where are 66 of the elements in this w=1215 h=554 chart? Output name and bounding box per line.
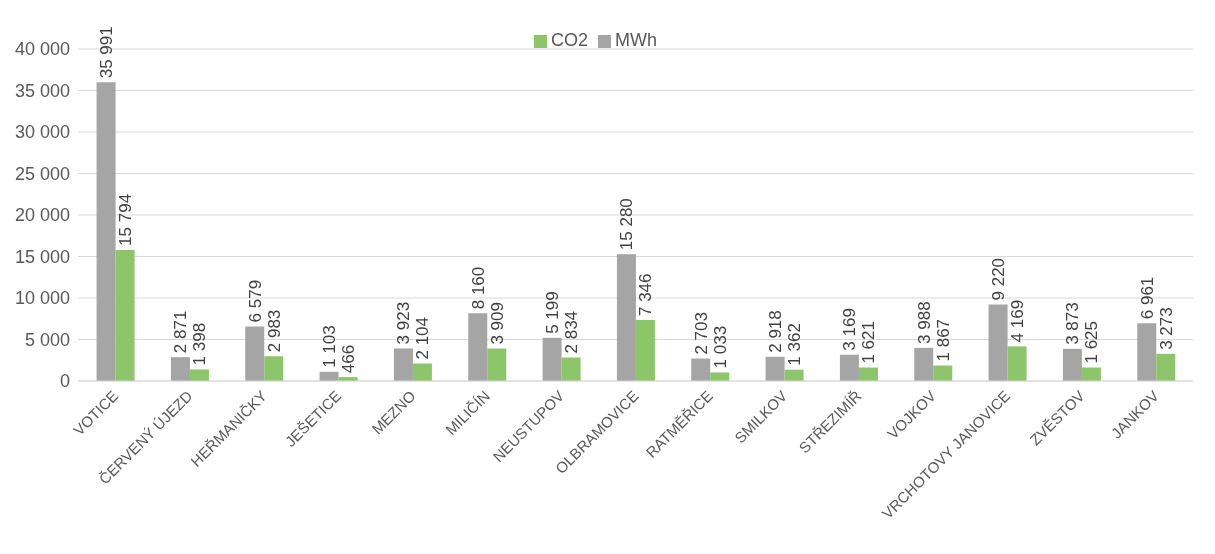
data-label: 3 923 bbox=[394, 301, 414, 345]
data-label: 9 220 bbox=[989, 257, 1009, 301]
data-label: 2 983 bbox=[264, 309, 284, 353]
bar bbox=[710, 372, 730, 381]
y-tick-label: 35 000 bbox=[14, 80, 70, 101]
legend-label: MWh bbox=[615, 30, 657, 50]
data-label: 5 199 bbox=[543, 291, 563, 334]
data-label: 15 280 bbox=[617, 198, 637, 251]
bar bbox=[487, 348, 507, 381]
bar bbox=[691, 358, 711, 381]
bar bbox=[96, 82, 116, 381]
bar bbox=[468, 313, 488, 381]
bar bbox=[189, 369, 209, 381]
bar bbox=[933, 365, 953, 381]
bar bbox=[988, 304, 1008, 381]
bar bbox=[1137, 323, 1157, 381]
data-label: 6 961 bbox=[1137, 276, 1157, 320]
data-label: 15 794 bbox=[116, 193, 136, 246]
data-label: 3 988 bbox=[914, 301, 934, 344]
y-tick-label: 0 bbox=[59, 371, 70, 392]
data-label: 3 909 bbox=[487, 302, 507, 345]
bar bbox=[1007, 346, 1027, 381]
data-label: 35 991 bbox=[97, 26, 117, 79]
data-label: 3 873 bbox=[1063, 302, 1083, 345]
bar bbox=[412, 363, 432, 381]
data-label: 2 104 bbox=[413, 316, 433, 360]
bar bbox=[561, 357, 581, 381]
bar bbox=[765, 356, 785, 381]
data-label: 2 703 bbox=[691, 312, 711, 355]
y-tick-label: 20 000 bbox=[14, 205, 70, 226]
data-label: 8 160 bbox=[468, 266, 488, 310]
y-tick-label: 40 000 bbox=[14, 39, 70, 60]
legend-label: CO2 bbox=[550, 30, 588, 50]
data-label: 1 033 bbox=[710, 325, 730, 369]
data-label: 1 362 bbox=[785, 323, 805, 366]
data-label: 2 834 bbox=[562, 310, 582, 354]
bar bbox=[1156, 353, 1176, 381]
data-label: 1 625 bbox=[1082, 320, 1102, 364]
data-label: 4 169 bbox=[1008, 299, 1028, 343]
bar bbox=[264, 356, 284, 381]
bar bbox=[635, 320, 655, 381]
bar bbox=[170, 357, 190, 381]
data-label: 1 867 bbox=[933, 318, 953, 362]
data-label: 7 346 bbox=[636, 273, 656, 317]
y-tick-label: 10 000 bbox=[14, 288, 70, 309]
bar bbox=[1062, 348, 1082, 381]
y-tick-label: 5 000 bbox=[24, 329, 70, 350]
data-label: 2 918 bbox=[766, 310, 786, 353]
y-tick-label: 30 000 bbox=[14, 122, 70, 143]
data-label: 1 103 bbox=[320, 325, 340, 368]
data-label: 3 169 bbox=[840, 308, 860, 351]
data-label: 466 bbox=[339, 344, 359, 374]
bar bbox=[115, 249, 135, 381]
data-label: 3 273 bbox=[1156, 307, 1176, 350]
bar bbox=[616, 254, 636, 381]
data-label: 1 398 bbox=[190, 322, 210, 366]
data-label: 6 579 bbox=[245, 279, 265, 323]
bar bbox=[839, 354, 859, 381]
data-label: 1 621 bbox=[859, 321, 879, 364]
bar bbox=[393, 348, 413, 381]
y-tick-label: 25 000 bbox=[14, 163, 70, 184]
data-label: 2 871 bbox=[171, 310, 191, 354]
bar bbox=[914, 347, 934, 381]
y-tick-label: 15 000 bbox=[14, 246, 70, 267]
bar bbox=[245, 326, 265, 381]
bar bbox=[542, 337, 562, 381]
